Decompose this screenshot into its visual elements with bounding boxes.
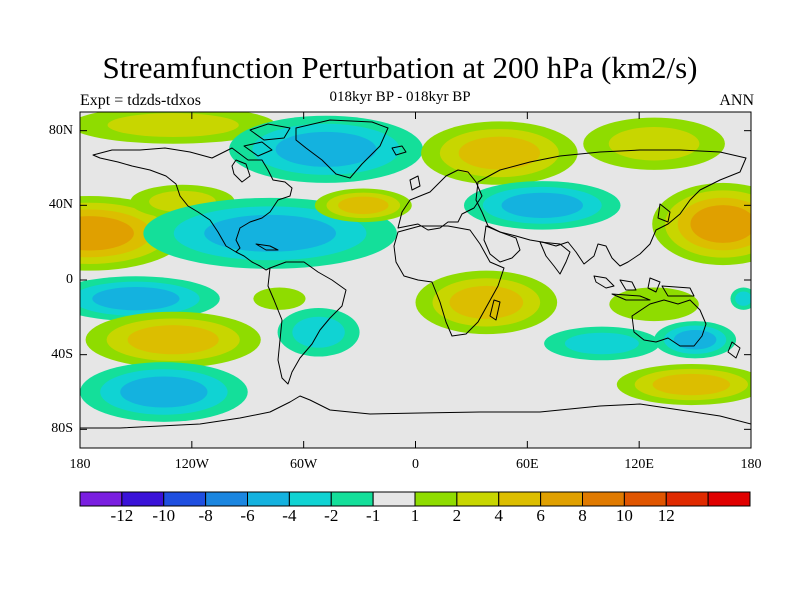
period-label: 018kyr BP - 018kyr BP [329, 89, 471, 105]
season-label: ANN [719, 92, 754, 109]
coastlines [80, 119, 751, 429]
coastline-hudson-bay [231, 159, 251, 183]
colorbar-label: 2 [452, 506, 462, 525]
colorbar-label: -8 [198, 506, 213, 525]
anomaly-contour [458, 136, 541, 170]
colorbar-label: 6 [536, 506, 545, 525]
colorbar-box [707, 491, 751, 507]
anomaly-contour [564, 332, 639, 355]
experiment-label: Expt = tdzds-tdxos [80, 92, 202, 109]
coastline-europe [397, 169, 483, 231]
anomaly-contour [253, 287, 306, 310]
coastline-north-america [92, 147, 293, 253]
colorbar-label: 1 [410, 506, 420, 525]
x-tick-label: 120W [174, 457, 209, 472]
colorbar-label: -1 [366, 506, 381, 525]
coastline-indonesia [593, 275, 695, 301]
colorbar-box [456, 491, 500, 507]
coastline-cuba [255, 243, 279, 251]
anomaly-contour [449, 285, 524, 319]
coastline-south-america [267, 261, 347, 385]
x-tick-label: 120E [624, 457, 654, 472]
anomaly-contour [501, 192, 583, 218]
y-tick-label: 0 [66, 272, 73, 287]
coastline-australia [631, 299, 707, 347]
coastline-asia [475, 149, 747, 267]
colorbar-box [163, 491, 207, 507]
coastline-antarctica [80, 395, 751, 429]
colorbar-box [247, 491, 290, 507]
y-tick-label: 80S [51, 421, 73, 437]
colorbar-label: -2 [324, 506, 339, 525]
colorbar-box [121, 491, 165, 507]
colorbar-label: 4 [494, 506, 504, 525]
chart-title: Streamfunction Perturbation at 200 hPa (… [102, 50, 698, 85]
colorbar-box [498, 491, 542, 507]
colorbar-box [79, 491, 123, 507]
x-tick-label: 180 [740, 457, 762, 472]
colorbar-box [623, 491, 667, 507]
coastline-arabia [483, 225, 521, 263]
anomaly-contour [120, 376, 208, 408]
anomaly-contour [127, 325, 219, 355]
anomaly-contour [690, 205, 751, 243]
coastline-arctic-islands [243, 123, 291, 157]
axis-ticks [79, 112, 752, 448]
coastline-africa [393, 225, 505, 337]
anomaly-contour [92, 287, 180, 311]
colorbar-label: -10 [152, 506, 176, 525]
coastline-greenland [295, 119, 389, 179]
colorbar-box [288, 491, 332, 507]
colorbar-box [205, 491, 248, 507]
anomaly-contour [275, 131, 377, 167]
anomaly-contour [608, 127, 700, 161]
coastline-madagascar [489, 299, 501, 321]
colorbar-label: 12 [657, 506, 675, 525]
coastline-british-isles [409, 175, 421, 191]
coastline-india [539, 241, 571, 275]
x-tick-label: 0 [412, 457, 419, 472]
y-tick-label: 80N [48, 122, 73, 138]
y-tick-label: 40N [48, 197, 73, 213]
anomaly-contour [652, 373, 731, 396]
coastline-japan [657, 203, 671, 223]
anomaly-contour [80, 216, 134, 251]
anomaly-contour [338, 196, 389, 215]
anomaly-layer [80, 112, 751, 422]
colorbar-label: -4 [282, 506, 297, 525]
coastline-new-zealand [727, 341, 741, 359]
coastline-iceland [391, 145, 407, 156]
x-tick-label: 180 [69, 457, 91, 472]
colorbar-box [372, 491, 416, 507]
anomaly-contour [107, 113, 239, 138]
colorbar-label: 10 [615, 506, 633, 525]
x-tick-label: 60W [290, 457, 318, 472]
colorbar-box [540, 491, 583, 507]
colorbar-box [582, 491, 625, 507]
anomaly-contour [735, 291, 751, 306]
colorbar-label: -6 [240, 506, 255, 525]
colorbar-label: -12 [110, 506, 134, 525]
coastline-central-america [235, 251, 271, 271]
y-tick-label: 40S [51, 346, 73, 362]
colorbar-label: 8 [578, 506, 587, 525]
colorbar-box [414, 491, 458, 507]
colorbar-box [665, 491, 709, 507]
colorbar-box [330, 491, 374, 507]
anomaly-contour [673, 330, 717, 350]
x-tick-label: 60E [516, 457, 539, 472]
